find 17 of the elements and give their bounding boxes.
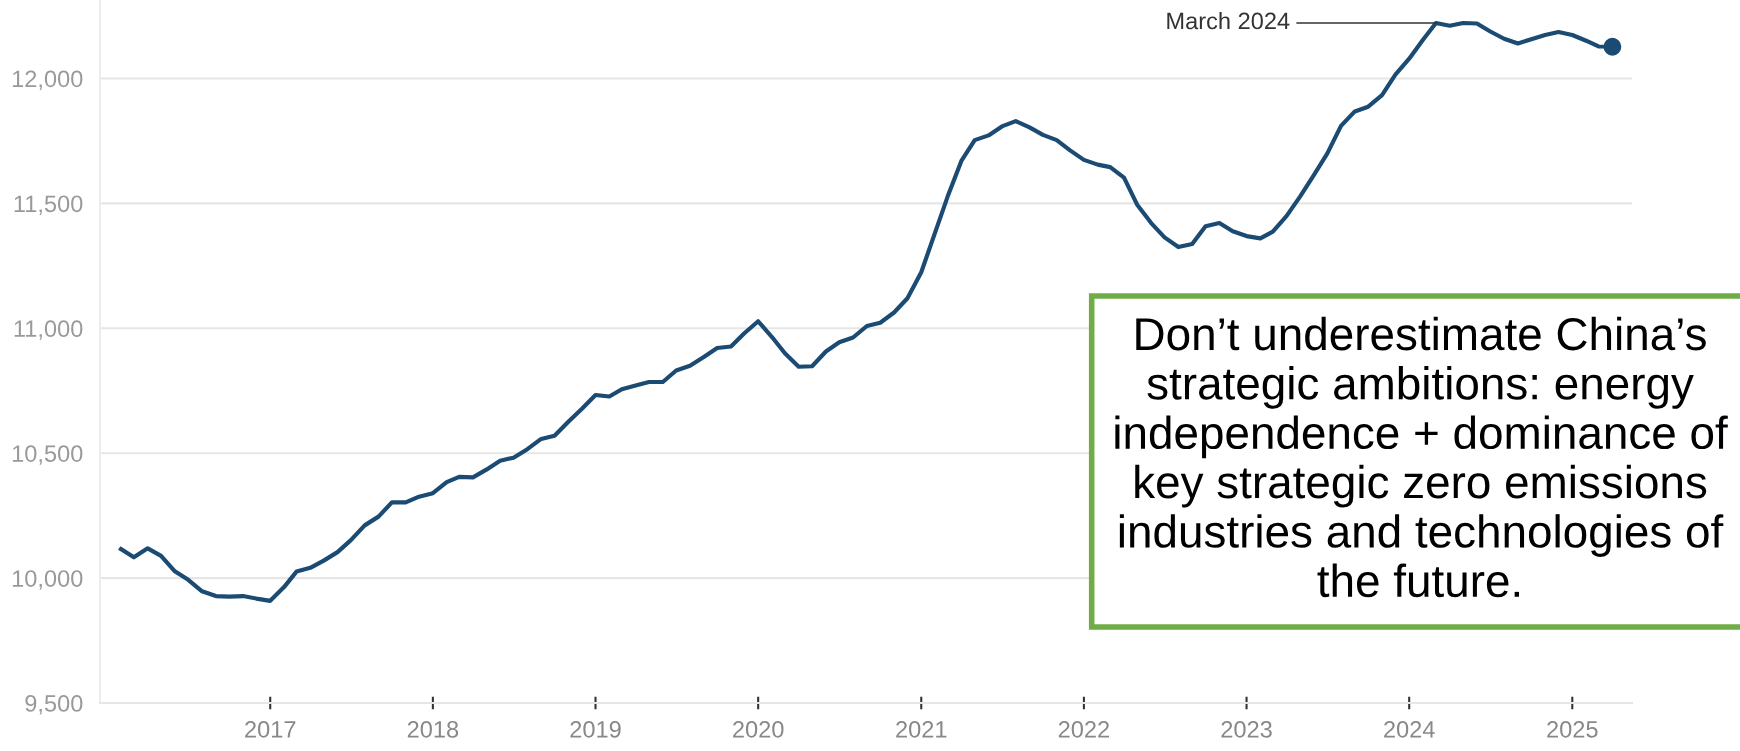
- annotation: March 2024: [1167, 11, 1290, 30]
- x-tick-label: 2020: [733, 720, 784, 738]
- x-tick-label: 2021: [896, 720, 947, 738]
- y-tick-label: 10,500: [12, 445, 83, 465]
- x-tick-label: 2023: [1221, 720, 1272, 738]
- x-tick-label: 2017: [245, 720, 296, 738]
- y-tick-label: 11,500: [14, 195, 83, 215]
- y-tick-label: 9,500: [25, 695, 83, 715]
- y-tick-label: 12,000: [12, 70, 83, 91]
- x-tick-label: 2024: [1384, 720, 1435, 738]
- y-tick-label: 10,000: [12, 570, 83, 590]
- x-tick-label: 2018: [407, 720, 459, 738]
- annotation: Don’t underestimate China’s strategic ambitions: energy independence + dominance of key strategic zero emissions industries and technologies of the future.: [1115, 316, 1728, 598]
- y-tick-label: 11,000: [14, 320, 83, 340]
- x-tick-label: 2025: [1547, 720, 1598, 738]
- x-tick-label: 2022: [1058, 720, 1109, 738]
- x-tick-label: 2019: [570, 720, 621, 738]
